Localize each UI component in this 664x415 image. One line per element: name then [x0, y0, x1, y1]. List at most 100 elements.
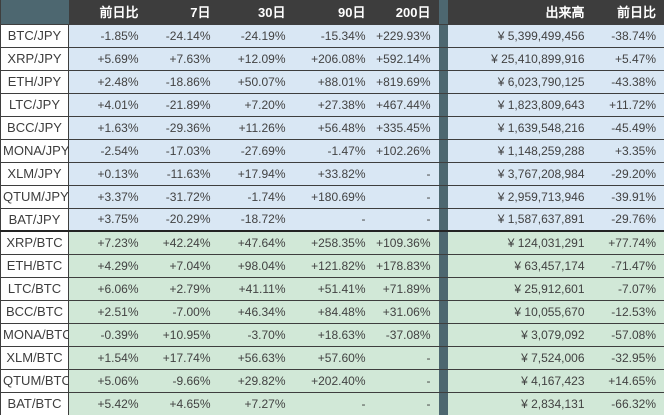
change-percent-cell: +27.38%	[293, 92, 374, 116]
change-percent-cell: +4.29%	[68, 253, 147, 277]
change-percent-cell: +1.63%	[68, 115, 147, 139]
change-percent-cell: +17.74%	[146, 345, 219, 369]
change-percent-cell: +4.01%	[68, 92, 147, 116]
change-percent-cell: -15.34%	[293, 23, 374, 47]
volume-cell: ¥ 124,031,291	[447, 230, 593, 254]
change-percent-cell: +7.23%	[68, 230, 147, 254]
section-divider-strip	[438, 92, 448, 116]
section-divider-strip	[438, 207, 448, 231]
change-percent-cell: -9.66%	[146, 368, 219, 392]
change-percent-cell: +57.60%	[293, 345, 374, 369]
table-row: BTC/JPY -1.85% -24.14% -24.19% -15.34% +229.9…	[0, 23, 664, 47]
change-percent-cell: +5.47%	[592, 46, 664, 70]
pair-label: BTC/JPY	[0, 23, 69, 47]
change-percent-cell: -2.54%	[68, 138, 147, 162]
change-percent-cell: -27.69%	[218, 138, 294, 162]
change-percent-cell: -	[293, 391, 374, 415]
change-percent-cell: +14.65%	[592, 368, 664, 392]
change-percent-cell: +5.42%	[68, 391, 147, 415]
change-percent-cell: -	[373, 368, 439, 392]
change-percent-cell: +5.06%	[68, 368, 147, 392]
section-divider-strip	[438, 161, 448, 185]
col-header-90d: 90日	[293, 0, 374, 24]
change-percent-cell: -37.08%	[373, 322, 439, 346]
volume-cell: ¥ 3,767,208,984	[447, 161, 593, 185]
pair-label: XRP/JPY	[0, 46, 69, 70]
pair-label: QTUM/BTC	[0, 368, 69, 392]
change-percent-cell: +819.69%	[373, 69, 439, 93]
change-percent-cell: +7.63%	[146, 46, 219, 70]
change-percent-cell: -1.74%	[218, 184, 294, 208]
section-divider-strip	[438, 0, 448, 24]
volume-cell: ¥ 1,823,809,643	[447, 92, 593, 116]
change-percent-cell: +592.14%	[373, 46, 439, 70]
change-percent-cell: +46.34%	[218, 299, 294, 323]
change-percent-cell: -57.08%	[592, 322, 664, 346]
volume-cell: ¥ 2,834,131	[447, 391, 593, 415]
change-percent-cell: +29.82%	[218, 368, 294, 392]
change-percent-cell: +12.09%	[218, 46, 294, 70]
change-percent-cell: -66.32%	[592, 391, 664, 415]
change-percent-cell: +335.45%	[373, 115, 439, 139]
col-header-volume-prev-day: 前日比	[592, 0, 664, 24]
change-percent-cell: +11.26%	[218, 115, 294, 139]
change-percent-cell: +3.35%	[592, 138, 664, 162]
change-percent-cell: +47.64%	[218, 230, 294, 254]
volume-cell: ¥ 25,410,899,916	[447, 46, 593, 70]
section-divider-strip	[438, 322, 448, 346]
pair-label: BAT/BTC	[0, 391, 69, 415]
table-row: QTUM/BTC +5.06% -9.66% +29.82% +202.40% - ¥ 4,…	[0, 368, 664, 392]
change-percent-cell: +1.54%	[68, 345, 147, 369]
change-percent-cell: +2.48%	[68, 69, 147, 93]
change-percent-cell: +121.82%	[293, 253, 374, 277]
change-percent-cell: -45.49%	[592, 115, 664, 139]
table-row: BAT/BTC +5.42% +4.65% +7.27% - - ¥ 2,834,131 -6…	[0, 391, 664, 415]
change-percent-cell: +77.74%	[592, 230, 664, 254]
section-divider-strip	[438, 115, 448, 139]
change-percent-cell: +88.01%	[293, 69, 374, 93]
change-percent-cell: -	[373, 161, 439, 185]
change-percent-cell: -24.14%	[146, 23, 219, 47]
change-percent-cell: +31.06%	[373, 299, 439, 323]
volume-cell: ¥ 25,912,601	[447, 276, 593, 300]
change-percent-cell: +11.72%	[592, 92, 664, 116]
change-percent-cell: -	[373, 184, 439, 208]
table-row: MONA/JPY -2.54% -17.03% -27.69% -1.47% +102.2…	[0, 138, 664, 162]
table-row: MONA/BTC -0.39% +10.95% -3.70% +18.63% -37.08…	[0, 322, 664, 346]
change-percent-cell: -12.53%	[592, 299, 664, 323]
change-percent-cell: +10.95%	[146, 322, 219, 346]
corner-cell	[0, 0, 69, 24]
pair-label: XLM/JPY	[0, 161, 69, 185]
change-percent-cell: -7.00%	[146, 299, 219, 323]
change-percent-cell: +258.35%	[293, 230, 374, 254]
volume-cell: ¥ 5,399,499,456	[447, 23, 593, 47]
change-percent-cell: +41.11%	[218, 276, 294, 300]
section-divider-strip	[438, 299, 448, 323]
change-percent-cell: -71.47%	[592, 253, 664, 277]
change-percent-cell: -29.36%	[146, 115, 219, 139]
change-percent-cell: +2.79%	[146, 276, 219, 300]
table-row: QTUM/JPY +3.37% -31.72% -1.74% +180.69% - ¥ 2,…	[0, 184, 664, 208]
change-percent-cell: -	[293, 207, 374, 231]
change-percent-cell: +467.44%	[373, 92, 439, 116]
change-percent-cell: -39.91%	[592, 184, 664, 208]
change-percent-cell: -18.72%	[218, 207, 294, 231]
pair-label: ETH/BTC	[0, 253, 69, 277]
change-percent-cell: +50.07%	[218, 69, 294, 93]
change-percent-cell: -21.89%	[146, 92, 219, 116]
change-percent-cell: +56.63%	[218, 345, 294, 369]
col-header-200d: 200日	[373, 0, 439, 24]
change-percent-cell: -24.19%	[218, 23, 294, 47]
table-row: ETH/BTC +4.29% +7.04% +98.04% +121.82% +178.8…	[0, 253, 664, 277]
pair-label: BAT/JPY	[0, 207, 69, 231]
section-divider-strip	[438, 276, 448, 300]
change-percent-cell: +6.06%	[68, 276, 147, 300]
change-percent-cell: -	[373, 391, 439, 415]
change-percent-cell: +7.27%	[218, 391, 294, 415]
volume-cell: ¥ 63,457,174	[447, 253, 593, 277]
table-body: BTC/JPY -1.85% -24.14% -24.19% -15.34% +229.9…	[0, 23, 664, 415]
change-percent-cell: +18.63%	[293, 322, 374, 346]
table-row: LTC/BTC +6.06% +2.79% +41.11% +51.41% +71.89%…	[0, 276, 664, 300]
table-row: BCC/BTC +2.51% -7.00% +46.34% +84.48% +31.06%…	[0, 299, 664, 323]
